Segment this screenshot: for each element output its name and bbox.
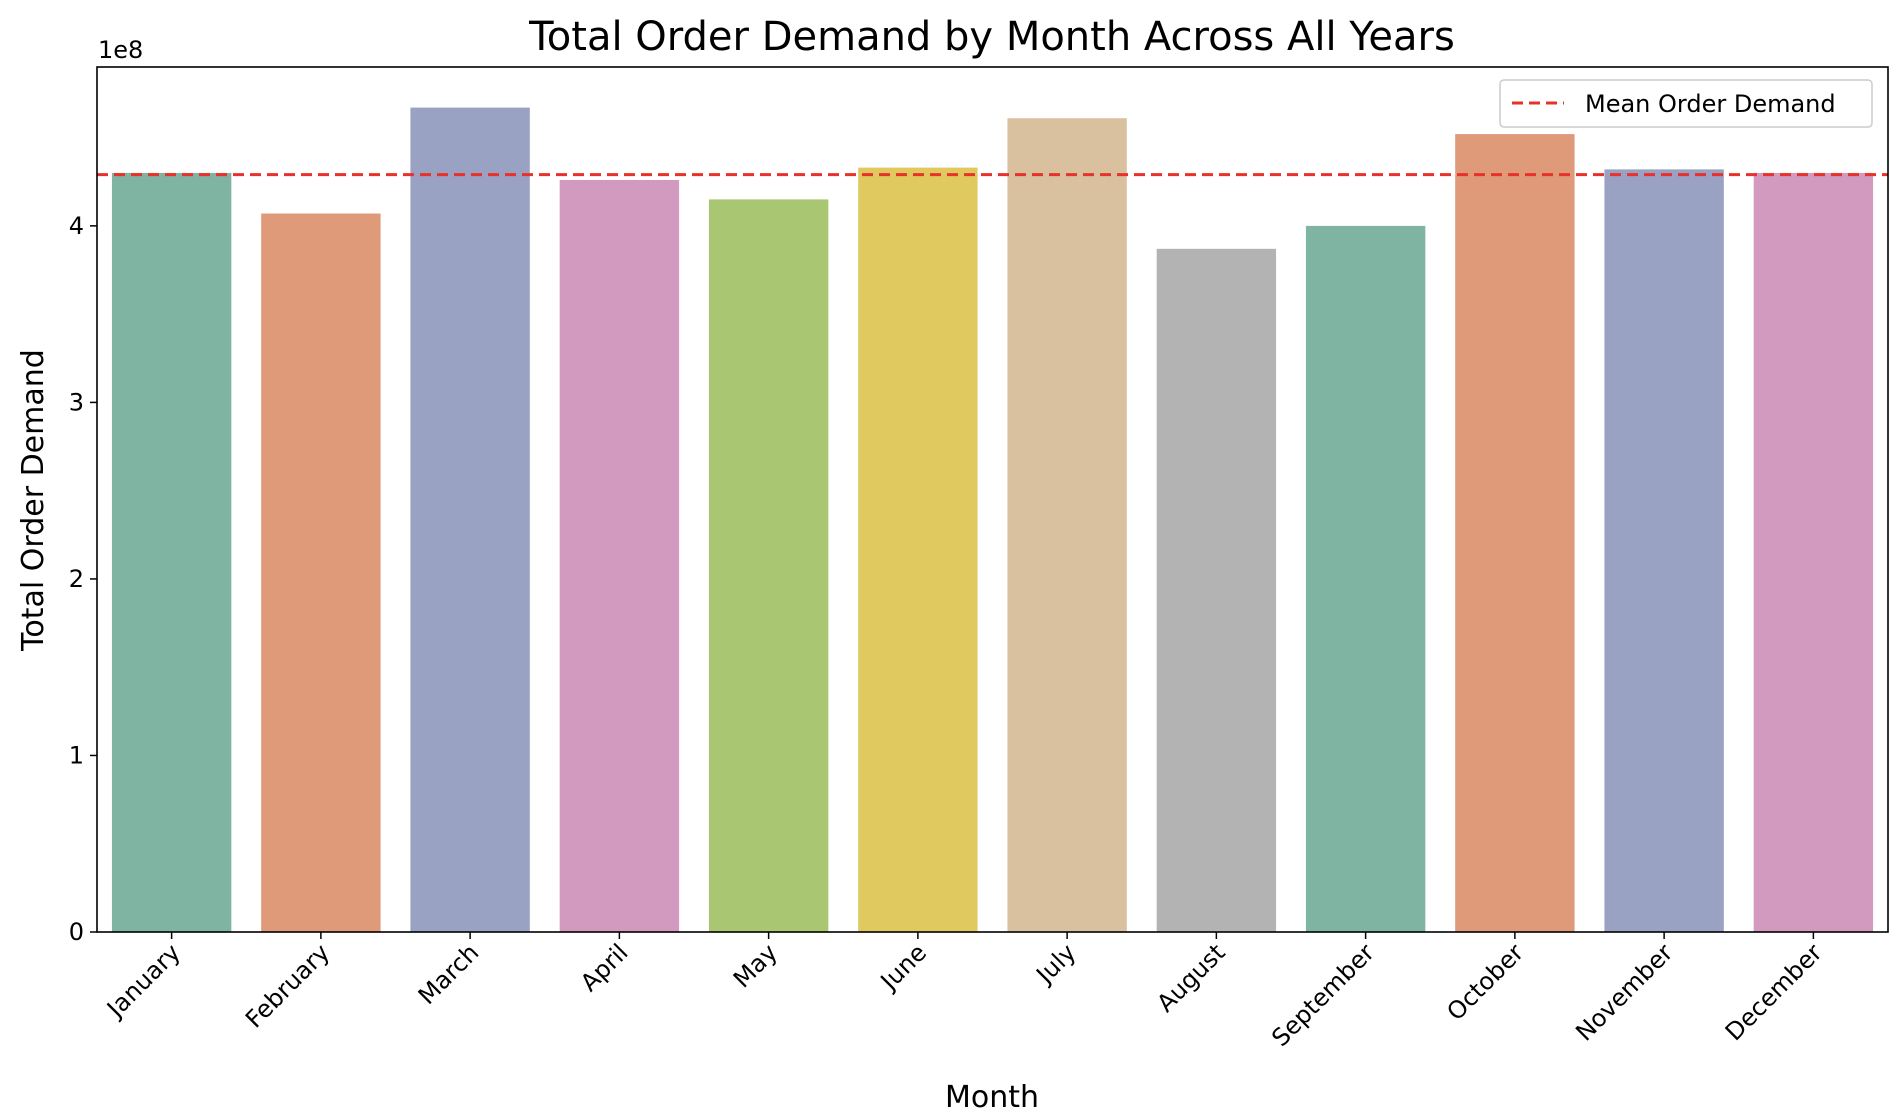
x-tick-label-june: June — [874, 938, 932, 996]
chart-title: Total Order Demand by Month Across All Y… — [528, 14, 1455, 60]
bar-october — [1455, 134, 1575, 932]
y-axis-label: Total Order Demand — [16, 349, 51, 652]
x-tick-label-december: December — [1720, 938, 1828, 1046]
bar-april — [559, 179, 680, 932]
bar-july — [1007, 118, 1127, 933]
bar-february — [261, 213, 381, 933]
bar-may — [708, 199, 829, 933]
x-tick-label-october: October — [1441, 938, 1529, 1026]
x-tick-label-january: January — [100, 938, 186, 1024]
x-tick-label-may: May — [728, 938, 783, 993]
x-tick-label-august: August — [1151, 938, 1230, 1017]
y-tick-label: 3 — [69, 388, 84, 416]
x-tick-label-february: February — [240, 938, 335, 1033]
bar-june — [858, 167, 978, 933]
bar-december — [1753, 172, 1874, 933]
y-tick-label: 0 — [69, 918, 84, 946]
bar-january — [111, 172, 232, 933]
legend: Mean Order Demand — [1499, 79, 1873, 128]
x-tick-label-november: November — [1570, 938, 1678, 1046]
y-tick-label: 1 — [69, 741, 84, 769]
bar-august — [1156, 248, 1277, 932]
bar-november — [1604, 169, 1724, 932]
x-tick-label-march: March — [413, 938, 485, 1010]
bar-september — [1305, 225, 1426, 932]
x-axis-label: Month — [945, 1080, 1039, 1115]
plot-frame — [96, 66, 1889, 933]
x-tick-label-september: September — [1266, 938, 1380, 1052]
legend-label: Mean Order Demand — [1585, 90, 1836, 118]
legend-frame — [1499, 79, 1873, 128]
y-scale-label: 1e8 — [98, 36, 143, 64]
x-tick-label-april: April — [575, 938, 634, 997]
x-tick-label-july: July — [1030, 938, 1082, 990]
bars-layer — [111, 107, 1874, 933]
y-tick-label: 2 — [69, 565, 84, 593]
bar-march — [410, 107, 530, 932]
y-tick-label: 4 — [69, 212, 84, 240]
